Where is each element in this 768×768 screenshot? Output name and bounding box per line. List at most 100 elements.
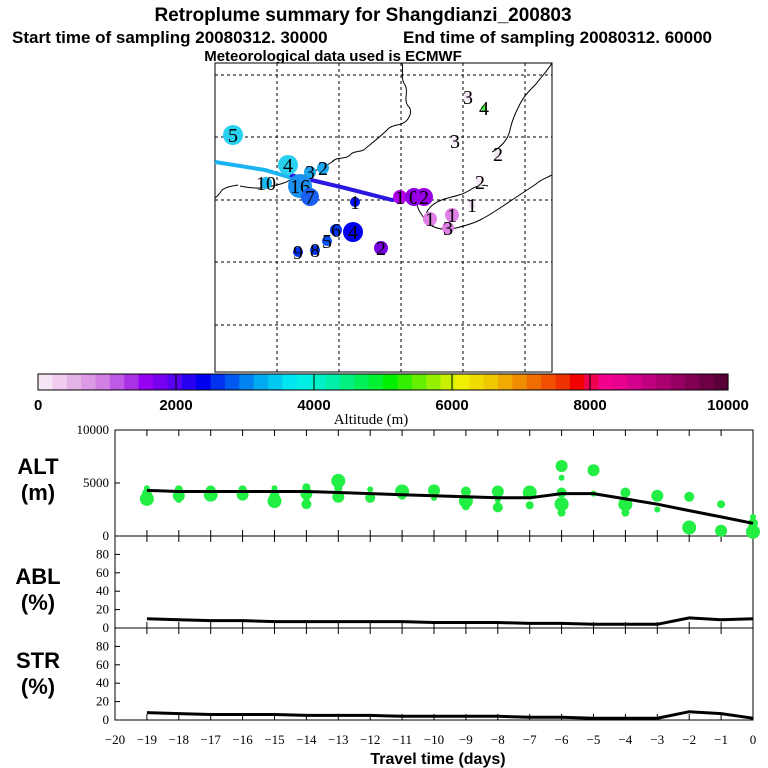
colorbar-swatch xyxy=(699,374,715,390)
map-cluster-number: 1 xyxy=(350,192,360,214)
map-cluster-marker xyxy=(301,188,319,206)
x-tick-label: −7 xyxy=(523,732,537,747)
map-cluster-number: 3 xyxy=(463,87,473,109)
y-tick-label: 40 xyxy=(96,583,109,598)
map-cluster-number: 5 xyxy=(322,231,332,253)
map-cluster-marker xyxy=(310,245,320,255)
colorbar-tick-labels: 0 2000 4000 6000 8000 10000 xyxy=(34,374,749,414)
colorbar-swatch xyxy=(153,374,168,390)
map-cluster-number: 1 xyxy=(395,187,405,209)
abl-line xyxy=(146,616,754,626)
map-cluster-number: 2 xyxy=(493,144,503,166)
x-tick-label: −9 xyxy=(459,732,473,747)
colorbar-swatch xyxy=(684,374,700,390)
x-tick-label: −18 xyxy=(169,732,189,747)
alt-cluster-point xyxy=(621,508,630,517)
alt-cluster-point xyxy=(267,494,282,509)
alt-cluster-point xyxy=(460,486,471,497)
alt-panel-label: ALT xyxy=(17,454,59,479)
colorbar-swatch xyxy=(613,374,628,390)
map-cluster-number: 9 xyxy=(293,242,303,264)
colorbar-swatch xyxy=(253,374,269,390)
map-cluster-marker xyxy=(464,93,472,101)
x-tick-label: −1 xyxy=(714,732,728,747)
alt-cluster-point xyxy=(651,489,664,502)
colorbar-swatches xyxy=(38,374,729,390)
str-panel-label: STR xyxy=(16,648,60,673)
colorbar-swatch xyxy=(109,374,125,390)
colorbar-swatch xyxy=(555,374,571,390)
alt-cluster-point xyxy=(750,513,756,520)
colorbar-swatch xyxy=(641,374,657,390)
colorbar-swatch xyxy=(584,374,600,390)
colorbar-tick-label: 4000 xyxy=(297,397,330,414)
colorbar-swatch xyxy=(426,374,442,390)
alt-cluster-point xyxy=(555,460,568,473)
alt-cluster-point xyxy=(301,499,312,510)
altitude-colorbar: 0 2000 4000 6000 8000 10000 Altitude (m) xyxy=(34,373,749,428)
met-data-line: Meteorological data used is ECMWF xyxy=(204,48,462,65)
end-time-subtitle: End time of sampling 20080312. 60000 xyxy=(403,28,712,47)
map-cluster-marker xyxy=(374,241,388,255)
x-tick-label: −3 xyxy=(650,732,664,747)
y-tick-label: 20 xyxy=(96,694,109,709)
colorbar-swatch xyxy=(210,374,226,390)
trajectory-line-early xyxy=(214,160,293,180)
map-cluster-marker xyxy=(317,162,329,174)
map-cluster-number: 6 xyxy=(331,220,341,242)
map-cluster-number: 8 xyxy=(310,240,320,262)
map-cluster-marker xyxy=(322,236,332,246)
map-cluster-number: 3 xyxy=(305,162,315,184)
map-cluster-number: 2 xyxy=(475,172,485,194)
map-cluster-number: 10 xyxy=(256,173,276,195)
colorbar-swatch xyxy=(541,374,557,390)
colorbar-swatch xyxy=(469,374,485,390)
y-tick-label: 60 xyxy=(96,657,109,672)
colorbar-swatch xyxy=(196,374,212,390)
alt-cluster-point xyxy=(654,506,661,513)
map-cluster-number: 4 xyxy=(348,222,358,244)
map-cluster-number: 5 xyxy=(228,125,238,147)
alt-cluster-point xyxy=(491,485,504,498)
colorbar-swatch xyxy=(383,374,398,390)
y-tick-label: 0 xyxy=(103,712,110,727)
y-tick-label: 0 xyxy=(103,620,110,635)
x-tick-label: −8 xyxy=(491,732,505,747)
alt-cluster-point xyxy=(746,524,760,539)
time-series-panels: ALT (m) ABL (%) STR (%) 10000 5000 0 80 60 4… xyxy=(15,422,760,768)
x-tick-label: −6 xyxy=(555,732,569,747)
map-cluster-marker xyxy=(330,224,342,236)
alt-cluster-point xyxy=(365,492,376,503)
alt-mean-line xyxy=(146,488,754,525)
map-gridlines xyxy=(215,63,552,372)
colorbar-swatch xyxy=(498,374,513,390)
alt-cluster-point xyxy=(139,491,154,506)
colorbar-swatch xyxy=(38,374,53,390)
map-cluster-number: 4 xyxy=(283,155,293,177)
alt-cluster-point xyxy=(271,485,278,492)
figure-title: Retroplume summary for Shangdianzi_20080… xyxy=(154,5,571,26)
colorbar-swatch xyxy=(713,374,729,390)
map-cluster-marker xyxy=(451,137,459,145)
colorbar-swatch xyxy=(598,374,614,390)
colorbar-swatch xyxy=(311,374,327,390)
x-tick-label: −20 xyxy=(105,732,125,747)
colorbar-tick-label: 0 xyxy=(34,397,42,414)
x-tick-label: −14 xyxy=(296,732,317,747)
colorbar-swatch xyxy=(454,374,470,390)
x-tick-label: −4 xyxy=(618,732,632,747)
x-tick-label: −2 xyxy=(682,732,696,747)
map-cluster-number: 3 xyxy=(443,218,453,240)
colorbar-swatch xyxy=(397,374,413,390)
alt-cluster-point xyxy=(558,474,565,481)
map-cluster-number: 1 xyxy=(467,195,477,217)
map-cluster-marker xyxy=(468,201,476,209)
alt-cluster-point xyxy=(367,486,374,493)
colorbar-swatch xyxy=(411,374,427,390)
map-cluster-marker xyxy=(476,178,484,186)
map-cluster-marker xyxy=(304,166,316,178)
map-cluster-number: 1 xyxy=(447,205,457,227)
